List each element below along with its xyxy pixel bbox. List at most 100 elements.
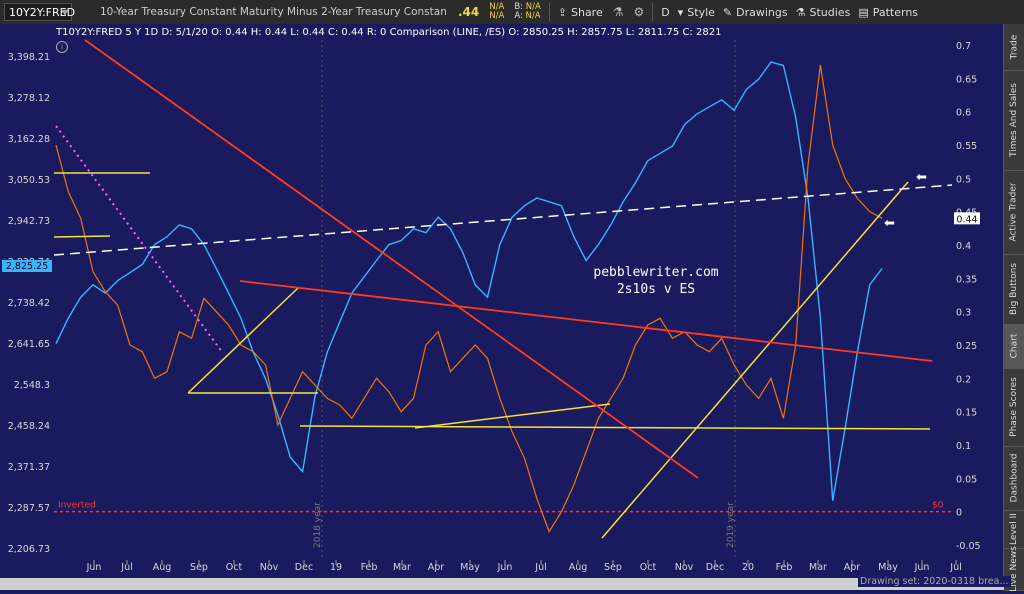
left-tick-label: 2,738.42: [8, 298, 50, 309]
trend-line: [414, 403, 611, 429]
tab-big-buttons[interactable]: Big Buttons: [1004, 254, 1024, 325]
right-price-marker-label: 0.44: [956, 214, 977, 225]
header-open: O: 0.44: [211, 27, 248, 38]
zero-label: $0: [932, 501, 944, 511]
right-tick-label: 0.35: [956, 274, 977, 285]
trend-line: [187, 287, 299, 394]
x-tick-label: Jul: [949, 562, 961, 573]
symbol-description: 10-Year Treasury Constant Maturity Minus…: [100, 6, 446, 18]
drawings-button[interactable]: ✎ Drawings: [722, 5, 788, 19]
trend-line: [53, 184, 953, 256]
left-price-marker: [2, 260, 52, 272]
x-tick-label: Jun: [914, 562, 930, 573]
style-button[interactable]: ▾ Style: [677, 5, 715, 19]
chart-style-icon: ▾: [677, 5, 684, 19]
left-tick-label: 3,278.12: [8, 93, 50, 104]
x-tick-label: 19: [330, 562, 342, 573]
x-tick-label: Nov: [675, 562, 694, 573]
chevron-down-icon[interactable]: ▼: [61, 8, 68, 17]
tab-level-ii[interactable]: Level II: [1004, 510, 1024, 549]
share-button[interactable]: ⇪ Share: [557, 5, 603, 19]
patterns-button[interactable]: ▤ Patterns: [858, 5, 919, 19]
chart-background: [0, 24, 1004, 590]
header-comparison: Comparison (LINE, /ES): [389, 27, 506, 38]
x-tick-label: Feb: [361, 562, 378, 573]
info-icon[interactable]: i: [56, 41, 68, 53]
left-tick-label: 2,458.24: [8, 421, 50, 432]
year-label: 2018 year: [313, 502, 323, 548]
x-tick-label: 20: [742, 562, 754, 573]
flask-icon[interactable]: ⚗: [612, 5, 624, 19]
spread-series-line: [55, 64, 883, 534]
inverted-label: Inverted: [58, 501, 96, 511]
header-high: H: 0.44: [250, 27, 288, 38]
trend-line: [84, 39, 699, 479]
x-tick-label: Mar: [809, 562, 827, 573]
x-tick-label: May: [460, 562, 480, 573]
arrow-marker: ⬅: [916, 170, 927, 185]
divider: [652, 3, 654, 21]
trend-line: [601, 181, 909, 539]
right-tick-label: 0.25: [956, 341, 977, 352]
header-cmp-close: C: 2821: [682, 27, 722, 38]
pencil-icon: ✎: [722, 5, 733, 19]
tab-active-trader[interactable]: Active Trader: [1004, 170, 1024, 255]
chart-svg[interactable]: 3,398.21 3,278.12 3,162.28 3,050.53 2,942.73…: [0, 24, 1004, 590]
left-tick-label: 2,287.57: [8, 503, 50, 514]
x-tick-label: Oct: [640, 562, 657, 573]
right-tick-label: 0.7: [956, 41, 971, 52]
right-tick-label: 0.55: [956, 141, 977, 152]
share-icon: ⇪: [557, 5, 567, 19]
drawing-set-label: Drawing set: 2020-0318 brea...: [858, 576, 1011, 587]
left-tick-label: 3,162.28: [8, 134, 50, 145]
x-tick-label: Feb: [776, 562, 793, 573]
left-tick-label: 2,371.37: [8, 462, 50, 473]
divider: [548, 3, 550, 21]
right-tick-label: 0.2: [956, 374, 971, 385]
bid-ask-block: B: N/A A: N/A: [514, 2, 541, 21]
tab-trade[interactable]: Trade: [1004, 24, 1024, 71]
right-tick-label: 0.4: [956, 241, 971, 252]
annotation-line-2: 2s10s v ES: [617, 282, 695, 297]
tab-phase-scores[interactable]: Phase Scores: [1004, 368, 1024, 447]
tab-times-and-sales[interactable]: Times And Sales: [1004, 70, 1024, 171]
studies-icon: ⚗: [795, 5, 806, 19]
last-price: .44: [458, 5, 480, 19]
header-cmp-high: H: 2857.75: [567, 27, 623, 38]
trend-line: [53, 235, 111, 238]
symbol-field[interactable]: 10Y2Y:FRED ▼: [4, 3, 75, 21]
right-price-marker: [954, 212, 980, 225]
left-tick-label: 2,206.73: [8, 544, 50, 555]
x-tick-label: Apr: [428, 562, 445, 573]
gear-icon[interactable]: ⚙: [633, 5, 645, 19]
studies-button[interactable]: ⚗ Studies: [795, 5, 851, 19]
year-label: 2019 year: [726, 502, 736, 548]
header-date: D: 5/1/20: [161, 27, 208, 38]
tab-chart[interactable]: Chart: [1004, 324, 1024, 369]
right-tick-label: 0.1: [956, 441, 971, 452]
timeframe-button[interactable]: D: [661, 5, 670, 19]
x-tick-label: Nov: [260, 562, 279, 573]
chart-header: T10Y2Y:FRED 5 Y 1D D: 5/1/20 O: 0.44 H: …: [56, 27, 721, 39]
left-tick-label: 2,942.73: [8, 216, 50, 227]
right-tick-label: 0.3: [956, 308, 971, 319]
horizontal-scrollbar[interactable]: [0, 578, 1004, 590]
header-symbol: T10Y2Y:FRED 5 Y 1D: [56, 27, 159, 38]
annotation-line-1: pebblewriter.com: [593, 265, 718, 280]
x-tick-label: Aug: [153, 562, 172, 573]
tab-dashboard[interactable]: Dashboard: [1004, 446, 1024, 511]
x-tick-label: Sep: [604, 562, 622, 573]
x-tick-label: May: [878, 562, 898, 573]
left-tick-label: 3,050.53: [8, 175, 50, 186]
x-tick-label: Mar: [393, 562, 411, 573]
right-tick-label: 0.6: [956, 108, 971, 119]
x-tick-label: Jun: [497, 562, 513, 573]
right-tick-label: -0.05: [956, 541, 981, 552]
left-tick-label: 2,548.3: [14, 380, 50, 391]
left-tick-label: 3,398.21: [8, 52, 50, 63]
side-tabs: Trade Times And Sales Active Trader Big …: [1003, 24, 1024, 592]
quote-block: N/A N/A: [489, 2, 505, 21]
trend-line: [299, 425, 931, 430]
chart-area[interactable]: 3,398.21 3,278.12 3,162.28 3,050.53 2,942.73…: [0, 24, 1004, 590]
x-tick-label: Dec: [295, 562, 313, 573]
